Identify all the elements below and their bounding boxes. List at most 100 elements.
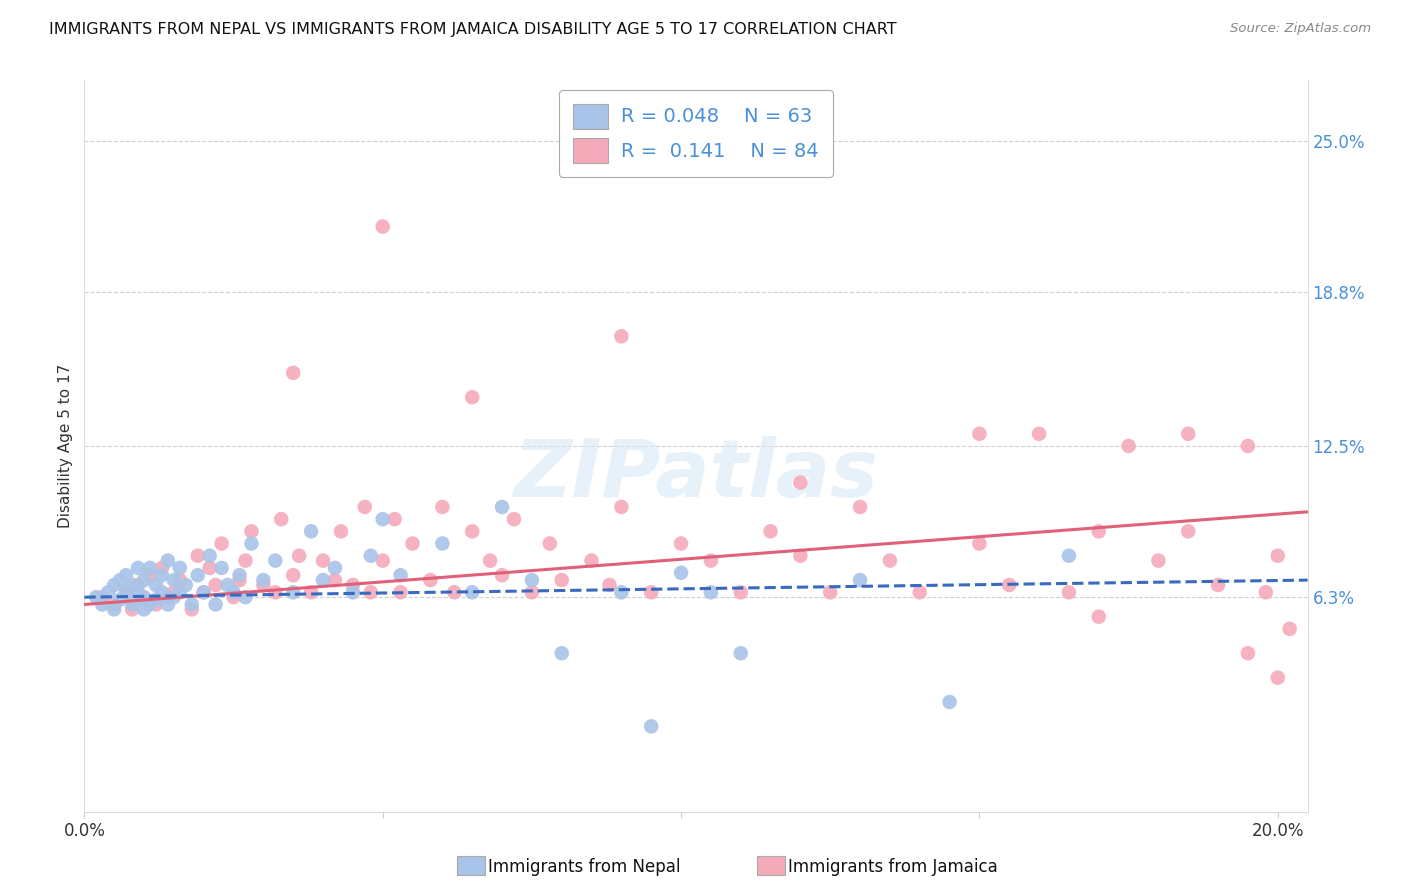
Point — [581, 553, 603, 567]
Point — [150, 585, 173, 599]
Legend: R = 0.048    N = 63, R =  0.141    N = 84: R = 0.048 N = 63, R = 0.141 N = 84 — [560, 90, 832, 177]
Point — [127, 561, 149, 575]
Point — [538, 536, 561, 550]
Point — [132, 573, 155, 587]
Point — [169, 585, 191, 599]
Point — [217, 578, 239, 592]
Point — [371, 512, 394, 526]
Point — [551, 573, 574, 587]
Point — [969, 536, 991, 550]
Point — [461, 390, 484, 404]
Point — [139, 561, 162, 575]
Point — [163, 585, 186, 599]
Point — [204, 598, 226, 612]
Point — [91, 598, 114, 612]
Point — [491, 500, 513, 514]
Point — [222, 585, 245, 599]
Point — [180, 602, 202, 616]
Point — [264, 585, 287, 599]
Point — [969, 426, 991, 441]
Point — [371, 553, 394, 567]
Point — [342, 578, 364, 592]
Point — [139, 568, 162, 582]
Point — [299, 524, 322, 539]
Point — [1057, 585, 1080, 599]
Point — [998, 578, 1021, 592]
Point — [228, 568, 250, 582]
Text: IMMIGRANTS FROM NEPAL VS IMMIGRANTS FROM JAMAICA DISABILITY AGE 5 TO 17 CORRELAT: IMMIGRANTS FROM NEPAL VS IMMIGRANTS FROM… — [49, 22, 897, 37]
Point — [121, 598, 143, 612]
Point — [187, 568, 209, 582]
Point — [730, 646, 752, 660]
Point — [211, 536, 233, 550]
Point — [127, 585, 149, 599]
Point — [419, 573, 441, 587]
Point — [329, 524, 352, 539]
Point — [551, 646, 574, 660]
Point — [1028, 426, 1050, 441]
Point — [1237, 646, 1260, 660]
Point — [323, 573, 346, 587]
Point — [371, 219, 394, 234]
Point — [198, 549, 221, 563]
Point — [145, 578, 167, 592]
Point — [115, 585, 138, 599]
Point — [169, 561, 191, 575]
Point — [132, 592, 155, 607]
Text: Source: ZipAtlas.com: Source: ZipAtlas.com — [1230, 22, 1371, 36]
Point — [520, 585, 543, 599]
Point — [163, 590, 186, 604]
Point — [908, 585, 931, 599]
Point — [789, 549, 811, 563]
Point — [1177, 524, 1199, 539]
Point — [145, 598, 167, 612]
Point — [222, 590, 245, 604]
Point — [264, 553, 287, 567]
Point — [180, 598, 202, 612]
Point — [204, 578, 226, 592]
Point — [1278, 622, 1301, 636]
Point — [156, 590, 179, 604]
Point — [150, 568, 173, 582]
Point — [156, 553, 179, 567]
Point — [103, 602, 125, 616]
Point — [187, 549, 209, 563]
Point — [115, 585, 138, 599]
Point — [389, 568, 412, 582]
Point — [1087, 524, 1109, 539]
Point — [700, 553, 723, 567]
Point — [1087, 609, 1109, 624]
Point — [156, 598, 179, 612]
Point — [520, 573, 543, 587]
Point — [91, 590, 114, 604]
Point — [879, 553, 901, 567]
Point — [849, 500, 872, 514]
Point — [360, 549, 382, 563]
Point — [360, 585, 382, 599]
Point — [169, 573, 191, 587]
Point — [150, 561, 173, 575]
Point — [730, 585, 752, 599]
Point — [108, 573, 131, 587]
Point — [283, 568, 305, 582]
Point — [1267, 549, 1289, 563]
Point — [312, 553, 335, 567]
Point — [211, 561, 233, 575]
Text: Immigrants from Nepal: Immigrants from Nepal — [488, 857, 681, 876]
Point — [252, 578, 274, 592]
Point — [461, 585, 484, 599]
Point — [198, 561, 221, 575]
Point — [108, 592, 131, 607]
Point — [1267, 671, 1289, 685]
Point — [228, 573, 250, 587]
Point — [1118, 439, 1140, 453]
Point — [132, 602, 155, 616]
Point — [598, 578, 620, 592]
Point — [432, 500, 454, 514]
Point — [174, 578, 197, 592]
Point — [139, 598, 162, 612]
Point — [503, 512, 526, 526]
Point — [163, 573, 186, 587]
Text: Immigrants from Jamaica: Immigrants from Jamaica — [787, 857, 997, 876]
Point — [288, 549, 311, 563]
